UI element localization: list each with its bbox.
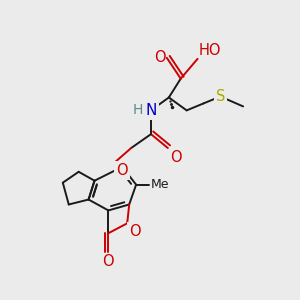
Text: O: O [170, 150, 182, 165]
Text: O: O [116, 163, 128, 178]
Text: O: O [103, 254, 114, 269]
Text: Me: Me [151, 178, 170, 191]
Text: O: O [129, 224, 141, 239]
Text: HO: HO [199, 43, 221, 58]
Text: S: S [216, 89, 225, 104]
Text: N: N [145, 103, 157, 118]
Text: O: O [154, 50, 166, 65]
Text: H: H [133, 103, 143, 117]
